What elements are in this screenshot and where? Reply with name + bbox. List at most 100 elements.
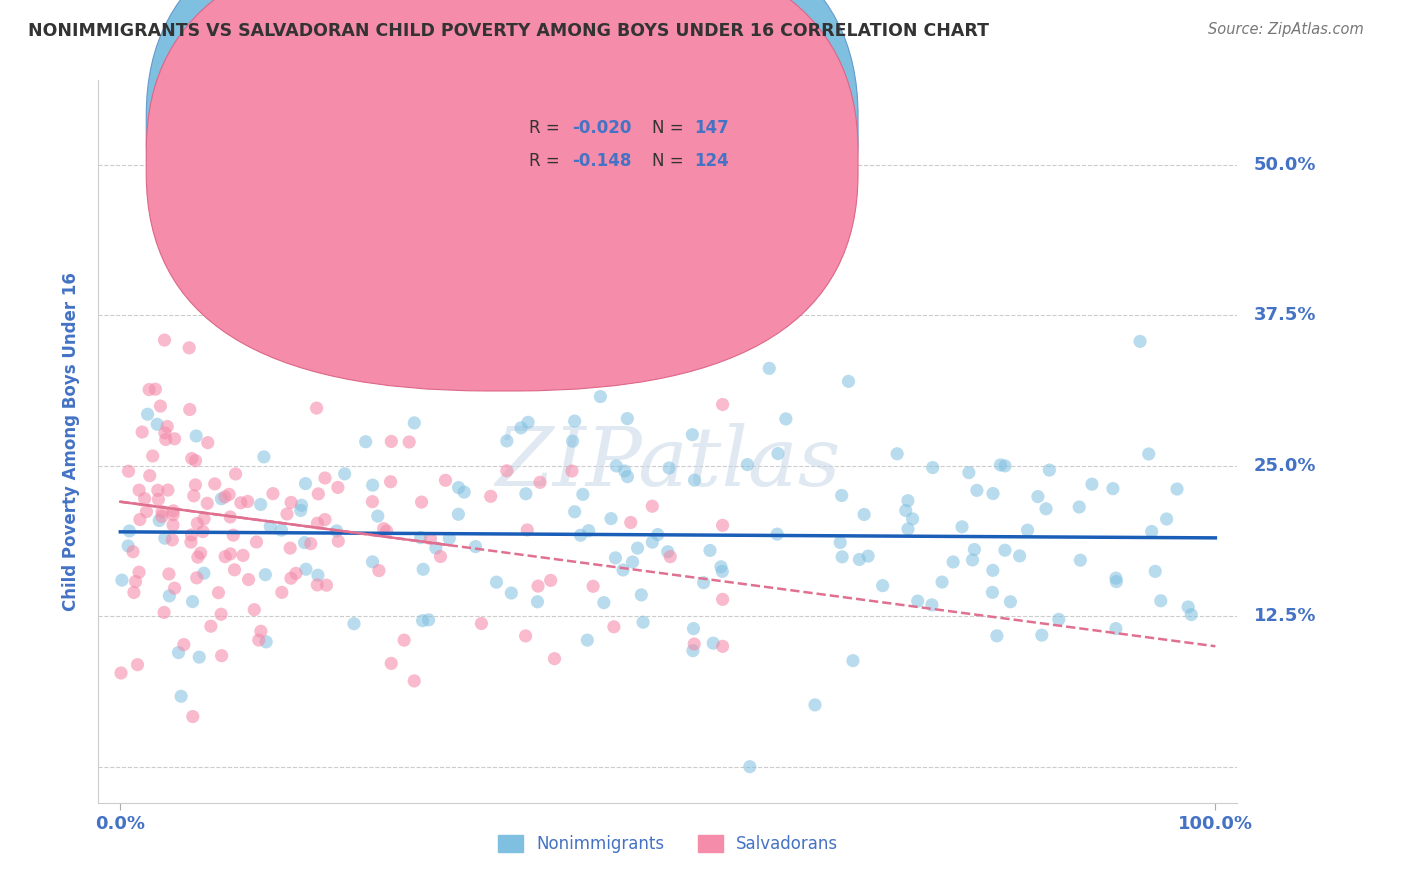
- Point: [1081, 477, 1104, 491]
- Point: [392, 633, 415, 648]
- Point: [270, 585, 292, 599]
- Point: [576, 633, 599, 648]
- Point: [957, 466, 980, 480]
- Point: [1047, 612, 1070, 626]
- Point: [425, 541, 447, 555]
- Point: [173, 638, 195, 652]
- Point: [600, 511, 623, 525]
- Point: [259, 519, 281, 533]
- Point: [219, 510, 242, 524]
- Point: [179, 402, 201, 417]
- Point: [605, 458, 627, 473]
- Point: [1137, 447, 1160, 461]
- Text: -0.148: -0.148: [572, 153, 631, 170]
- Point: [682, 643, 704, 657]
- FancyBboxPatch shape: [146, 0, 858, 356]
- Point: [901, 512, 924, 526]
- Point: [1000, 595, 1022, 609]
- Point: [122, 585, 145, 599]
- Point: [207, 585, 229, 599]
- Point: [153, 333, 176, 347]
- Point: [167, 646, 190, 660]
- Point: [398, 435, 420, 450]
- Point: [470, 616, 492, 631]
- Point: [1140, 524, 1163, 539]
- Point: [111, 573, 134, 587]
- Text: Source: ZipAtlas.com: Source: ZipAtlas.com: [1208, 22, 1364, 37]
- Text: 37.5%: 37.5%: [1254, 306, 1316, 324]
- Text: ZIPatlas: ZIPatlas: [495, 423, 841, 503]
- Point: [897, 493, 920, 508]
- Point: [162, 508, 184, 522]
- Point: [380, 657, 402, 671]
- Point: [224, 563, 246, 577]
- Point: [981, 585, 1004, 599]
- Point: [659, 549, 682, 564]
- Point: [145, 382, 167, 396]
- Point: [966, 483, 988, 498]
- Point: [142, 449, 165, 463]
- Point: [131, 425, 153, 439]
- Point: [950, 520, 973, 534]
- Point: [758, 361, 780, 376]
- Point: [243, 602, 266, 616]
- Point: [1069, 553, 1091, 567]
- Point: [262, 486, 284, 500]
- Point: [921, 460, 943, 475]
- Point: [180, 535, 202, 549]
- Point: [612, 563, 634, 577]
- Point: [479, 489, 502, 503]
- Text: R =: R =: [529, 153, 565, 170]
- Point: [200, 619, 222, 633]
- Point: [155, 433, 177, 447]
- Point: [631, 615, 654, 630]
- Point: [515, 629, 537, 643]
- Point: [418, 613, 440, 627]
- Point: [658, 461, 681, 475]
- Point: [1038, 463, 1060, 477]
- Text: 25.0%: 25.0%: [1254, 457, 1316, 475]
- Point: [561, 434, 583, 449]
- Point: [856, 549, 879, 563]
- Point: [613, 464, 636, 478]
- Point: [222, 528, 245, 542]
- Point: [921, 598, 943, 612]
- Point: [149, 399, 172, 413]
- Point: [187, 550, 209, 565]
- Text: 147: 147: [695, 119, 728, 137]
- Point: [572, 487, 595, 501]
- Point: [157, 589, 180, 603]
- Point: [280, 571, 302, 585]
- Point: [404, 416, 426, 430]
- Point: [190, 546, 212, 560]
- Point: [209, 491, 232, 506]
- FancyBboxPatch shape: [474, 102, 782, 196]
- Point: [990, 458, 1012, 472]
- Point: [683, 637, 706, 651]
- Point: [711, 518, 734, 533]
- Point: [434, 473, 457, 487]
- Point: [354, 434, 377, 449]
- Point: [1026, 490, 1049, 504]
- Point: [367, 509, 389, 524]
- Point: [621, 555, 644, 569]
- Point: [238, 573, 260, 587]
- Point: [326, 480, 349, 494]
- Point: [184, 478, 207, 492]
- Point: [516, 523, 538, 537]
- Point: [963, 542, 986, 557]
- Point: [657, 545, 679, 559]
- Point: [1008, 549, 1031, 563]
- Point: [738, 760, 761, 774]
- Point: [245, 535, 267, 549]
- Point: [156, 419, 179, 434]
- Point: [214, 549, 236, 564]
- Point: [294, 535, 316, 549]
- Point: [1150, 594, 1173, 608]
- Point: [409, 531, 432, 545]
- Point: [1129, 334, 1152, 349]
- Point: [681, 427, 703, 442]
- Point: [225, 467, 247, 481]
- Point: [1069, 500, 1091, 514]
- Point: [162, 504, 184, 518]
